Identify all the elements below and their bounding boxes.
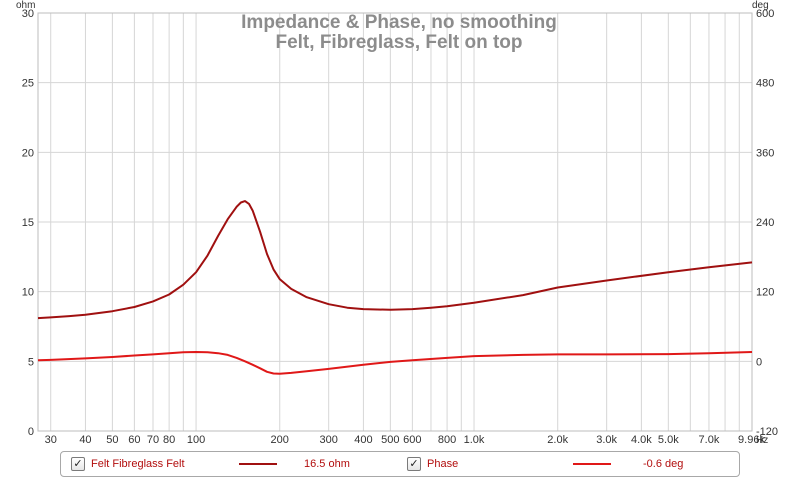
- y-right-tick-label: -120: [756, 426, 778, 438]
- x-tick-label: 2.0k: [547, 434, 568, 446]
- series-2-legend-name: Phase: [427, 452, 458, 476]
- x-tick-label: 200: [271, 434, 289, 446]
- y-left-unit-label: ohm: [16, 0, 35, 11]
- y-right-tick-label: 240: [756, 217, 774, 229]
- legend: ✓ Felt Fibreglass Felt 16.5 ohm ✓ Phase …: [60, 451, 740, 477]
- chart-subtitle: Felt, Fibreglass, Felt on top: [275, 32, 522, 53]
- series-2-swatch: [573, 463, 611, 465]
- series-line-2: [37, 351, 753, 375]
- y-right-tick-label: 600: [756, 8, 774, 20]
- series-1-legend-readout: 16.5 ohm: [304, 452, 350, 476]
- series-line-1: [37, 200, 753, 320]
- x-tick-label: 5.0k: [658, 434, 679, 446]
- x-tick-label: 600: [403, 434, 421, 446]
- y-left-tick-label: 15: [22, 217, 34, 229]
- x-tick-label: 7.0k: [699, 434, 720, 446]
- y-right-tick-label: 120: [756, 287, 774, 299]
- x-tick-label: 500: [381, 434, 399, 446]
- x-tick-label: 3.0k: [596, 434, 617, 446]
- series-2-legend-readout: -0.6 deg: [643, 452, 683, 476]
- series-2-checkbox[interactable]: ✓: [407, 457, 421, 471]
- y-left-tick-label: 5: [28, 356, 34, 368]
- y-right-tick-label: 480: [756, 78, 774, 90]
- x-tick-label: 300: [320, 434, 338, 446]
- axis-tick-labels: 0 5 10 15 20 25 30 -120 0 120 240 360 480 600 30 40 50 60…: [22, 8, 778, 446]
- grid-lines: [38, 12, 752, 432]
- plot-frame: [37, 12, 753, 432]
- x-tick-label: 4.0k: [631, 434, 652, 446]
- y-left-tick-label: 20: [22, 147, 34, 159]
- chart-title: Impedance & Phase, no smoothing: [241, 12, 557, 33]
- x-tick-label: 100: [187, 434, 205, 446]
- x-tick-label: 40: [79, 434, 91, 446]
- x-tick-label: 80: [163, 434, 175, 446]
- y-left-tick-label: 10: [22, 287, 34, 299]
- x-tick-label: 60: [128, 434, 140, 446]
- x-unit-label: Hz: [756, 435, 768, 446]
- series-layer: [37, 200, 753, 375]
- y-left-tick-label: 25: [22, 78, 34, 90]
- series-1-readout: 16.5 ohm: [304, 458, 350, 470]
- x-tick-label: 50: [106, 434, 118, 446]
- series-1-name: Felt Fibreglass Felt: [91, 458, 185, 470]
- x-tick-label: 9.96k: [738, 434, 765, 446]
- y-right-unit-label: deg: [752, 0, 769, 11]
- x-tick-label: 800: [438, 434, 456, 446]
- y-left-tick-label: 30: [22, 8, 34, 20]
- x-tick-label: 400: [354, 434, 372, 446]
- y-left-tick-label: 0: [28, 426, 34, 438]
- x-tick-label: 70: [147, 434, 159, 446]
- series-2-readout: -0.6 deg: [643, 458, 684, 470]
- series-2-name: Phase: [427, 458, 459, 470]
- x-tick-label: 1.0k: [464, 434, 485, 446]
- x-tick-label: 30: [45, 434, 57, 446]
- series-1-legend-name: Felt Fibreglass Felt: [91, 452, 185, 476]
- series-1-swatch: [239, 463, 277, 465]
- series-1-checkbox[interactable]: ✓: [71, 457, 85, 471]
- y-right-tick-label: 360: [756, 147, 774, 159]
- y-right-tick-label: 0: [756, 356, 762, 368]
